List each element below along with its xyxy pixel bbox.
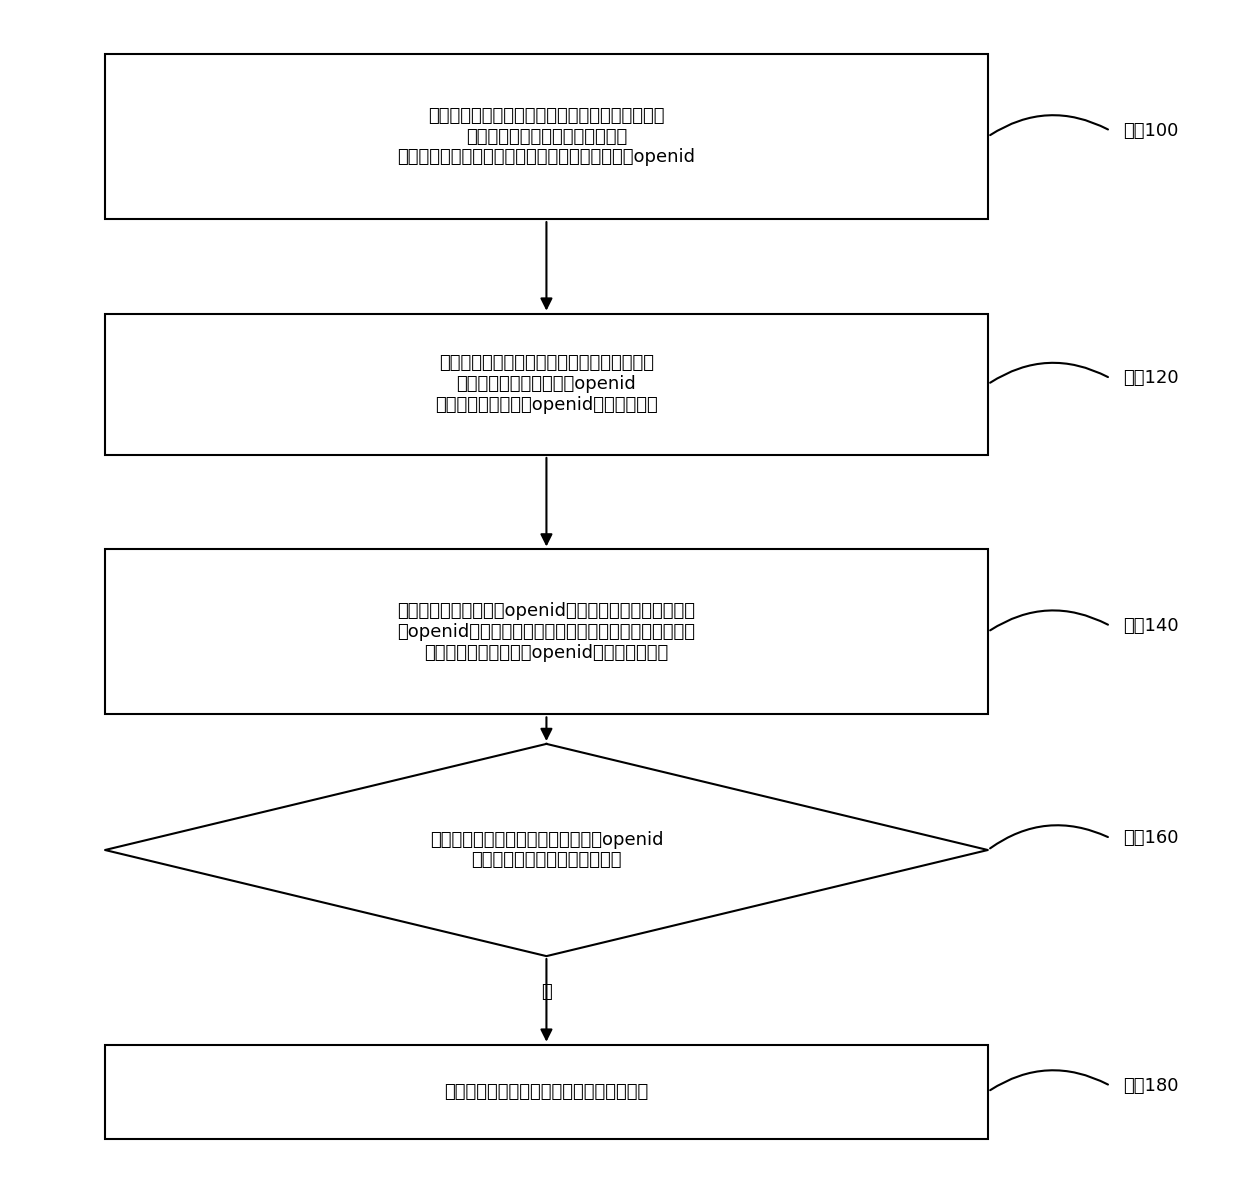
Text: 门禁应用服务器接收用户终端设备通过微信客户端
扫描门禁二维码发送的开门请求，
该开门请求包括公众号标识、门禁标识，以及用户openid: 门禁应用服务器接收用户终端设备通过微信客户端 扫描门禁二维码发送的开门请求， 该… [398,107,696,167]
Text: 根据权限物信息返回结果判断该用户openid
是否具有与门禁标识一致的权限: 根据权限物信息返回结果判断该用户openid 是否具有与门禁标识一致的权限 [430,830,663,870]
Text: 步骤160: 步骤160 [1122,829,1178,847]
FancyBboxPatch shape [105,314,988,455]
Text: 步骤120: 步骤120 [1122,370,1178,388]
Text: 步骤100: 步骤100 [1122,122,1178,140]
Text: 门禁应用服务器向门禁控制器发送开锁指令: 门禁应用服务器向门禁控制器发送开锁指令 [444,1083,649,1101]
FancyBboxPatch shape [105,549,988,715]
Text: 第三方服务器根据用户openid查询已存储的个人信息、用
户openid、以及权限物信息之间的关联关系，并向门禁应
用服务器返回与该用户openid对应权限物信: 第三方服务器根据用户openid查询已存储的个人信息、用 户openid、以及权… [398,602,696,662]
FancyBboxPatch shape [105,1045,988,1139]
Text: 是: 是 [541,983,552,1001]
Text: 门禁应用服务器根据该公众号标识的数据接口
向第三方服务器发送用户openid
请求返回关联该用户openid的权限物信息: 门禁应用服务器根据该公众号标识的数据接口 向第三方服务器发送用户openid 请… [435,354,657,414]
FancyBboxPatch shape [105,54,988,220]
Text: 步骤180: 步骤180 [1122,1077,1178,1095]
Polygon shape [105,744,988,956]
Text: 步骤140: 步骤140 [1122,617,1178,635]
